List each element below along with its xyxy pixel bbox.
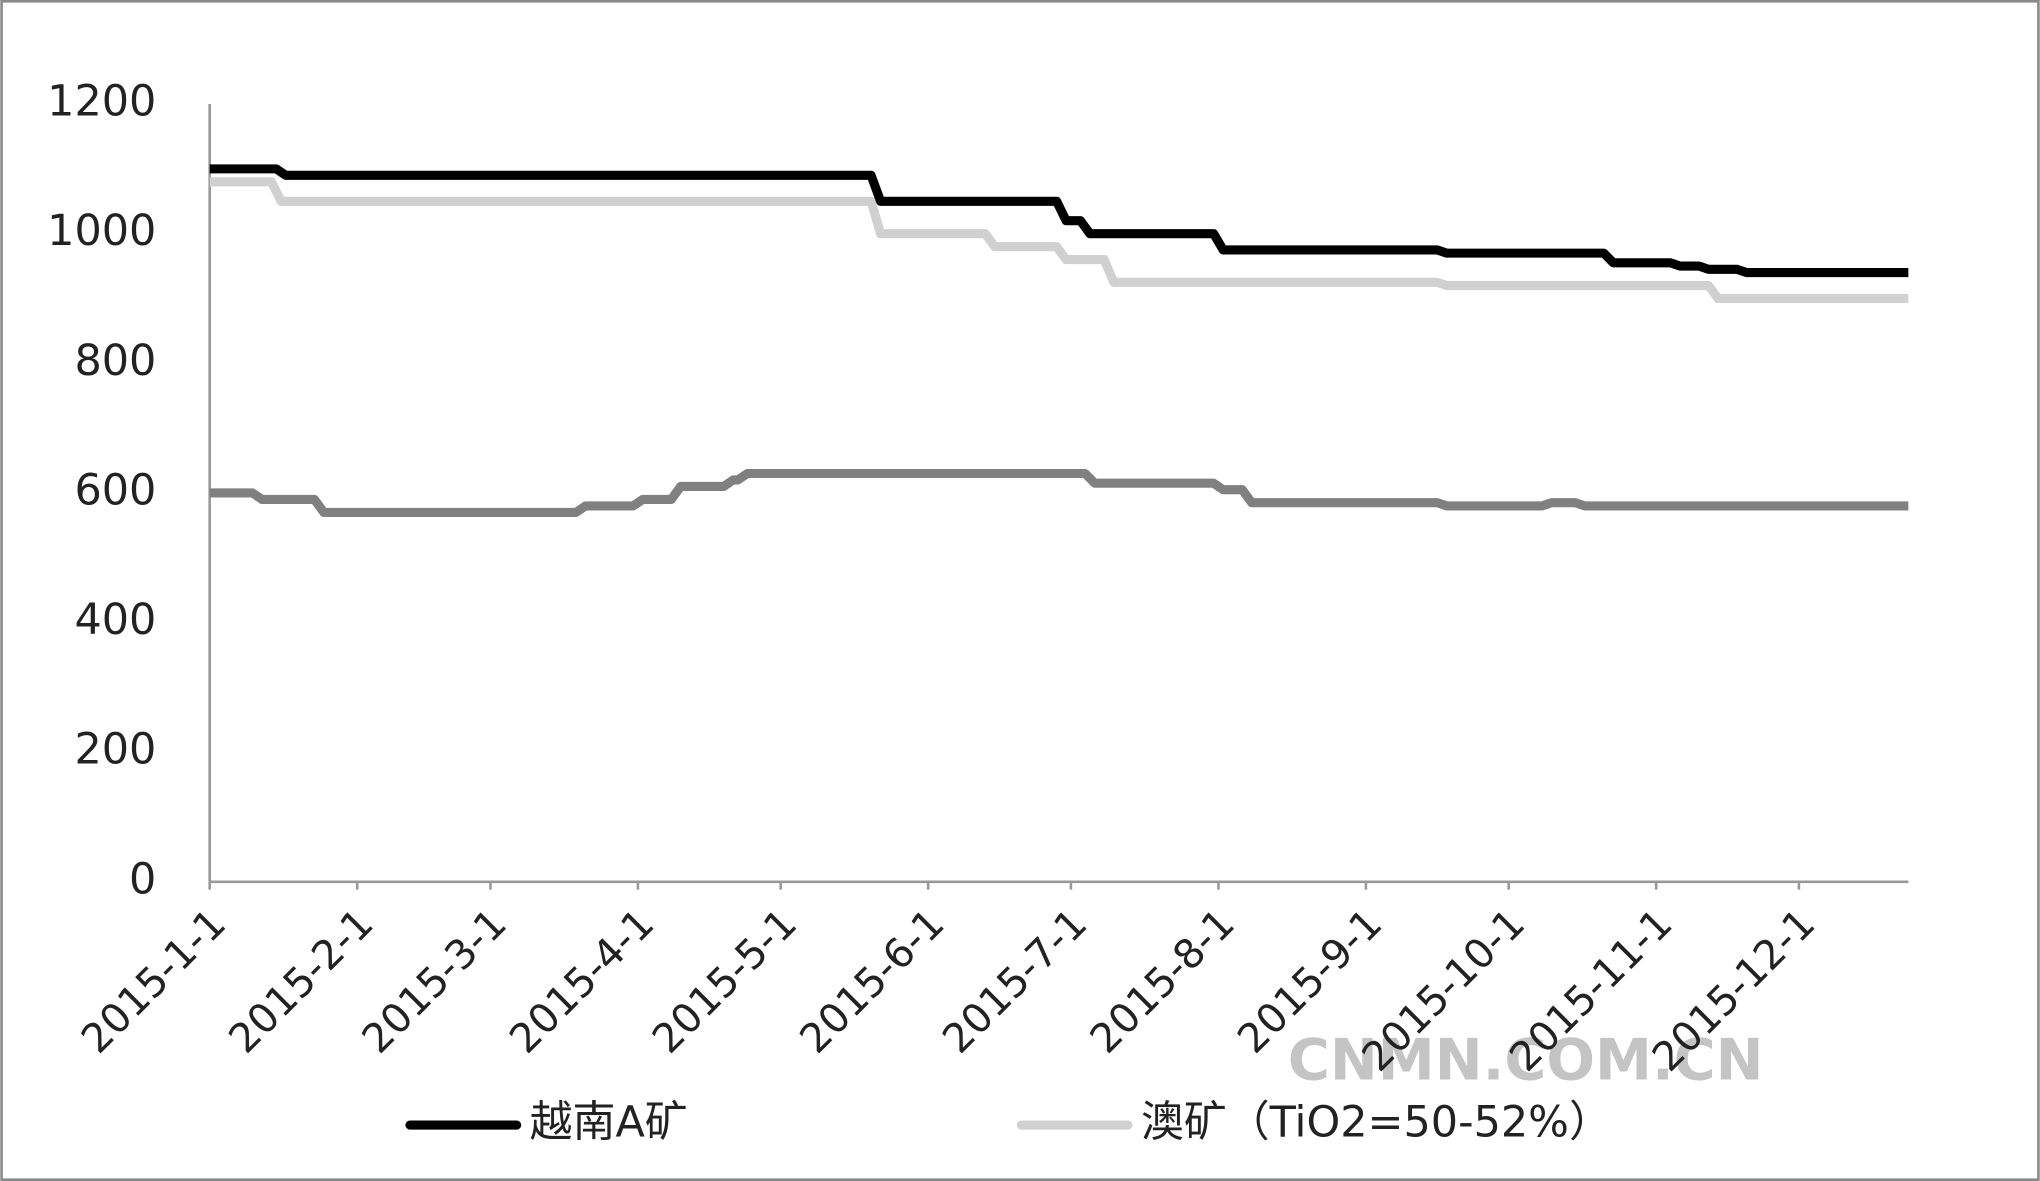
series-line bbox=[209, 164, 1909, 278]
y-tick-label: 400 bbox=[74, 595, 156, 645]
watermark: CNMN.COM.CN bbox=[1288, 1028, 1764, 1094]
legend-label: 越南A矿 bbox=[530, 1098, 688, 1148]
series-line bbox=[209, 177, 1909, 304]
series-line bbox=[209, 468, 1909, 517]
y-tick-label: 1200 bbox=[47, 77, 156, 127]
y-tick-label: 200 bbox=[74, 725, 156, 775]
y-tick-label: 600 bbox=[74, 465, 156, 515]
y-tick-label: 0 bbox=[129, 854, 156, 904]
y-tick-label: 1000 bbox=[47, 206, 156, 256]
y-tick-label: 800 bbox=[74, 336, 156, 386]
legend-label: 澳矿（TiO2=50-52%） bbox=[1141, 1098, 1612, 1148]
